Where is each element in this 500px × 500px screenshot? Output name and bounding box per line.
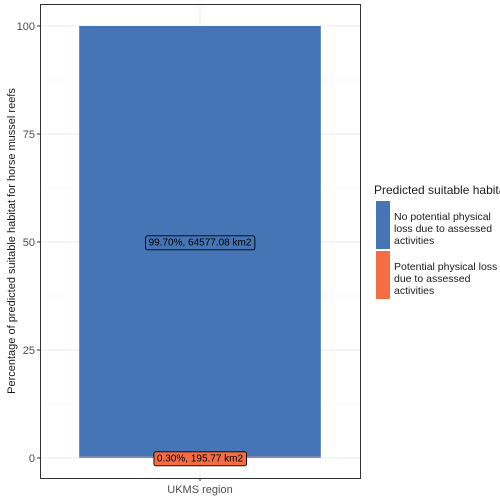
x-tick-label: UKMS region: [167, 484, 232, 496]
y-axis: 0 25 50 75 100: [17, 21, 40, 465]
y-axis-title: Percentage of predicted suitable habitat…: [6, 88, 18, 394]
legend-label-no-loss: No potential physical loss due to assess…: [394, 211, 493, 247]
data-labels: 0.30%, 195.77 km2 99.70%, 64577.08 km2: [145, 235, 256, 467]
legend-item-no-loss: No potential physical loss due to assess…: [372, 201, 500, 251]
data-label-text: 99.70%, 64577.08 km2: [149, 237, 252, 248]
data-label: 99.70%, 64577.08 km2: [145, 235, 256, 251]
legend-item-loss: Potential physical loss due to assessed …: [372, 251, 500, 301]
legend-title: Predicted suitable habitat: [374, 183, 500, 197]
legend-key-no-loss: [376, 201, 390, 249]
legend-key-loss: [376, 251, 390, 299]
data-label-box: [145, 235, 256, 251]
data-label-text: 0.30%, 195.77 km2: [157, 453, 244, 464]
data-label-box: [153, 451, 247, 467]
y-tick-label: 100: [17, 21, 35, 33]
legend-label-loss: Potential physical loss due to assessed …: [394, 261, 498, 297]
y-tick-label: 75: [23, 129, 35, 141]
y-tick-label: 25: [23, 345, 35, 357]
data-label: 0.30%, 195.77 km2: [153, 451, 247, 467]
x-axis: UKMS region: [167, 478, 233, 496]
legend: Predicted suitable habitat No potential …: [372, 183, 500, 301]
y-tick-label: 50: [23, 237, 35, 249]
y-tick-label: 0: [29, 453, 35, 465]
